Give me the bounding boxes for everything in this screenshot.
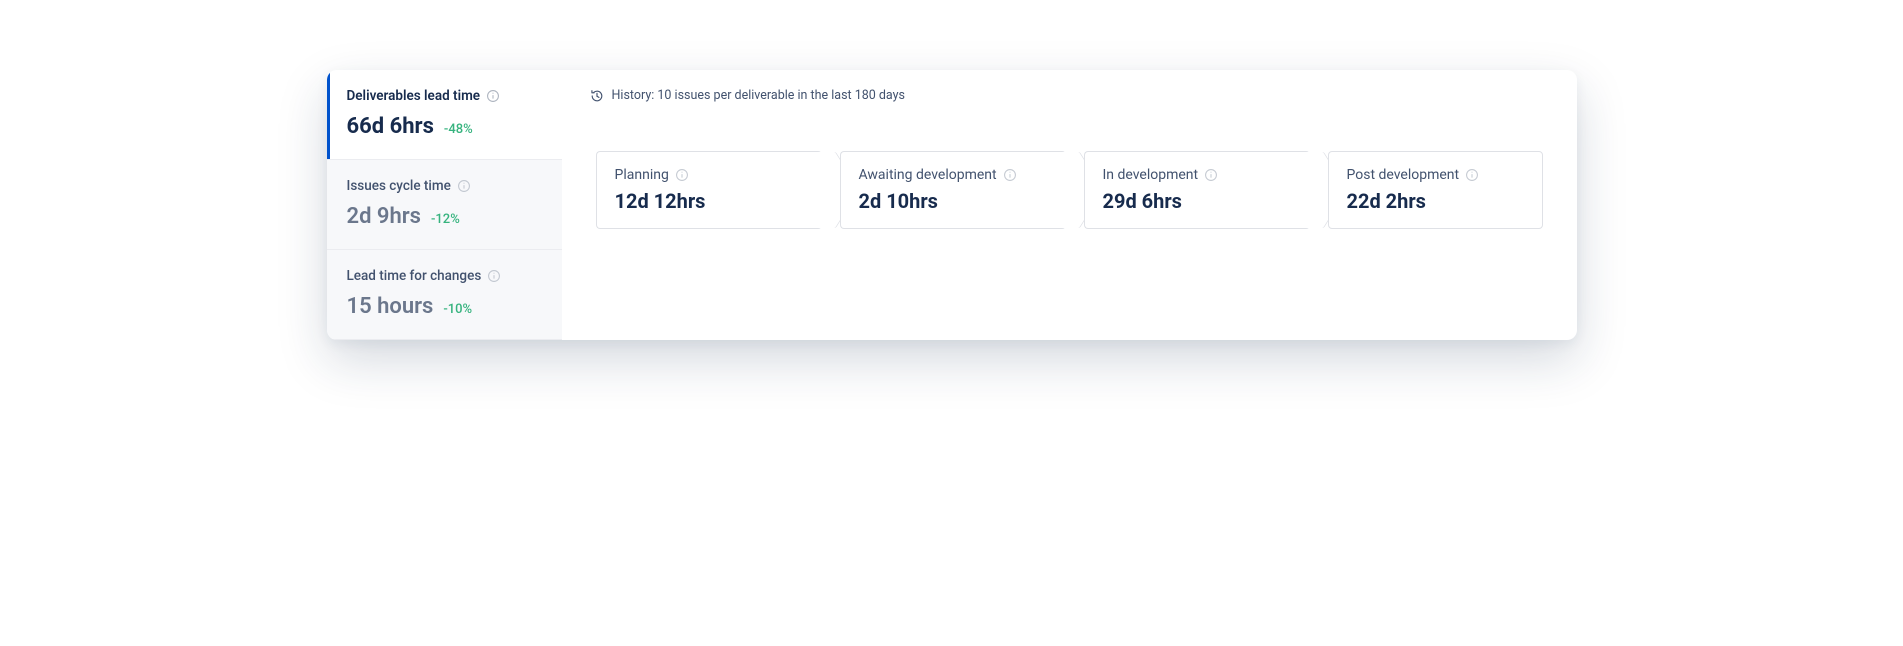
metric-value-row: 2d 9hrs -12%	[347, 204, 544, 229]
metric-title: Deliverables lead time	[347, 88, 481, 104]
metric-title-row: Deliverables lead time	[347, 88, 544, 104]
info-icon[interactable]	[1465, 168, 1479, 182]
stages-panel: History: 10 issues per deliverable in th…	[562, 70, 1577, 340]
metric-title: Lead time for changes	[347, 268, 482, 284]
metric-value: 15 hours	[347, 294, 434, 319]
stage-post-development[interactable]: Post development 22d 2hrs	[1328, 151, 1543, 229]
stage-value: 2d 10hrs	[859, 189, 1030, 213]
metric-value-row: 66d 6hrs -48%	[347, 114, 544, 139]
metric-title: Issues cycle time	[347, 178, 451, 194]
metric-issues-cycle-time[interactable]: Issues cycle time 2d 9hrs -12%	[327, 160, 562, 250]
stage-label: In development	[1103, 167, 1199, 183]
metrics-card: Deliverables lead time 66d 6hrs -48% Iss…	[327, 70, 1577, 340]
history-row: History: 10 issues per deliverable in th…	[590, 88, 1549, 103]
stage-label-row: Planning	[615, 167, 786, 183]
metric-value: 66d 6hrs	[347, 114, 434, 139]
metric-delta: -12%	[431, 212, 460, 227]
stage-planning[interactable]: Planning 12d 12hrs	[596, 151, 822, 229]
stage-label: Awaiting development	[859, 167, 997, 183]
stages-row: Planning 12d 12hrs Awaiting development	[590, 151, 1549, 229]
info-icon[interactable]	[675, 168, 689, 182]
metric-title-row: Lead time for changes	[347, 268, 544, 284]
stage-label: Planning	[615, 167, 669, 183]
stage-label-row: In development	[1103, 167, 1274, 183]
stage-label: Post development	[1347, 167, 1460, 183]
stage-value: 29d 6hrs	[1103, 189, 1274, 213]
metrics-sidebar: Deliverables lead time 66d 6hrs -48% Iss…	[327, 70, 562, 340]
metric-value-row: 15 hours -10%	[347, 294, 544, 319]
info-icon[interactable]	[457, 179, 471, 193]
history-icon	[590, 89, 604, 103]
metric-value: 2d 9hrs	[347, 204, 422, 229]
stage-in-development[interactable]: In development 29d 6hrs	[1084, 151, 1310, 229]
stage-label-row: Awaiting development	[859, 167, 1030, 183]
history-text: History: 10 issues per deliverable in th…	[612, 88, 906, 103]
metric-title-row: Issues cycle time	[347, 178, 544, 194]
metric-delta: -48%	[444, 122, 473, 137]
stage-label-row: Post development	[1347, 167, 1518, 183]
metric-deliverables-lead-time[interactable]: Deliverables lead time 66d 6hrs -48%	[327, 70, 562, 160]
metric-lead-time-for-changes[interactable]: Lead time for changes 15 hours -10%	[327, 250, 562, 340]
info-icon[interactable]	[486, 89, 500, 103]
metric-delta: -10%	[443, 302, 472, 317]
stage-awaiting-development[interactable]: Awaiting development 2d 10hrs	[840, 151, 1066, 229]
info-icon[interactable]	[1003, 168, 1017, 182]
stage-value: 22d 2hrs	[1347, 189, 1518, 213]
info-icon[interactable]	[487, 269, 501, 283]
stage-value: 12d 12hrs	[615, 189, 786, 213]
info-icon[interactable]	[1204, 168, 1218, 182]
